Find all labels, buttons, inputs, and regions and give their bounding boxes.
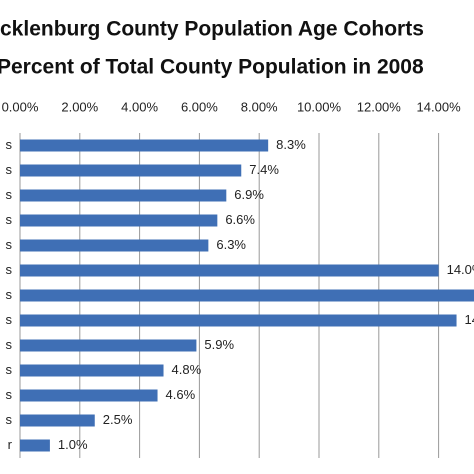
- value-label: 7.4%: [249, 162, 279, 177]
- y-tick-label: s: [6, 137, 13, 152]
- bar: [20, 164, 242, 177]
- y-tick-label: s: [6, 312, 13, 327]
- value-label: 8.3%: [276, 137, 306, 152]
- value-label: 6.3%: [216, 237, 246, 252]
- bar: [20, 239, 209, 252]
- bar: [20, 389, 158, 402]
- x-tick-label: 6.00%: [181, 99, 218, 114]
- y-tick-label: s: [6, 387, 13, 402]
- y-tick-label: r: [8, 437, 13, 452]
- bar: [20, 289, 474, 302]
- value-label: 2.5%: [103, 412, 133, 427]
- x-tick-label: 2.00%: [61, 99, 98, 114]
- y-tick-label: s: [6, 262, 13, 277]
- chart-subtitle: Percent of Total County Population in 20…: [0, 56, 424, 79]
- bar: [20, 314, 457, 327]
- value-label: 6.9%: [234, 187, 264, 202]
- x-tick-label: 8.00%: [241, 99, 278, 114]
- y-tick-label: s: [6, 287, 13, 302]
- bar: [20, 189, 227, 202]
- bar: [20, 339, 197, 352]
- value-label: 14.0%: [447, 262, 474, 277]
- x-tick-label: 12.00%: [357, 99, 402, 114]
- y-tick-label: s: [6, 412, 13, 427]
- y-tick-label: s: [6, 337, 13, 352]
- y-tick-label: s: [6, 162, 13, 177]
- value-label: 5.9%: [204, 337, 234, 352]
- value-label: 4.8%: [172, 362, 202, 377]
- bar: [20, 439, 50, 452]
- x-tick-label: 0.00%: [2, 99, 39, 114]
- x-tick-label: 4.00%: [121, 99, 158, 114]
- bar: [20, 264, 439, 277]
- y-tick-label: s: [6, 187, 13, 202]
- value-label: 6.6%: [225, 212, 255, 227]
- value-label: 4.6%: [166, 387, 196, 402]
- bar: [20, 214, 218, 227]
- value-label: 1.0%: [58, 437, 88, 452]
- y-tick-label: s: [6, 362, 13, 377]
- y-tick-label: s: [6, 237, 13, 252]
- x-tick-label: 14.00%: [417, 99, 462, 114]
- y-tick-label: s: [6, 212, 13, 227]
- x-tick-label: 10.00%: [297, 99, 342, 114]
- bar: [20, 414, 95, 427]
- chart-title: cklenburg County Population Age Cohorts: [0, 18, 424, 41]
- value-label: 14.6%: [465, 312, 474, 327]
- bar: [20, 139, 269, 152]
- bar: [20, 364, 164, 377]
